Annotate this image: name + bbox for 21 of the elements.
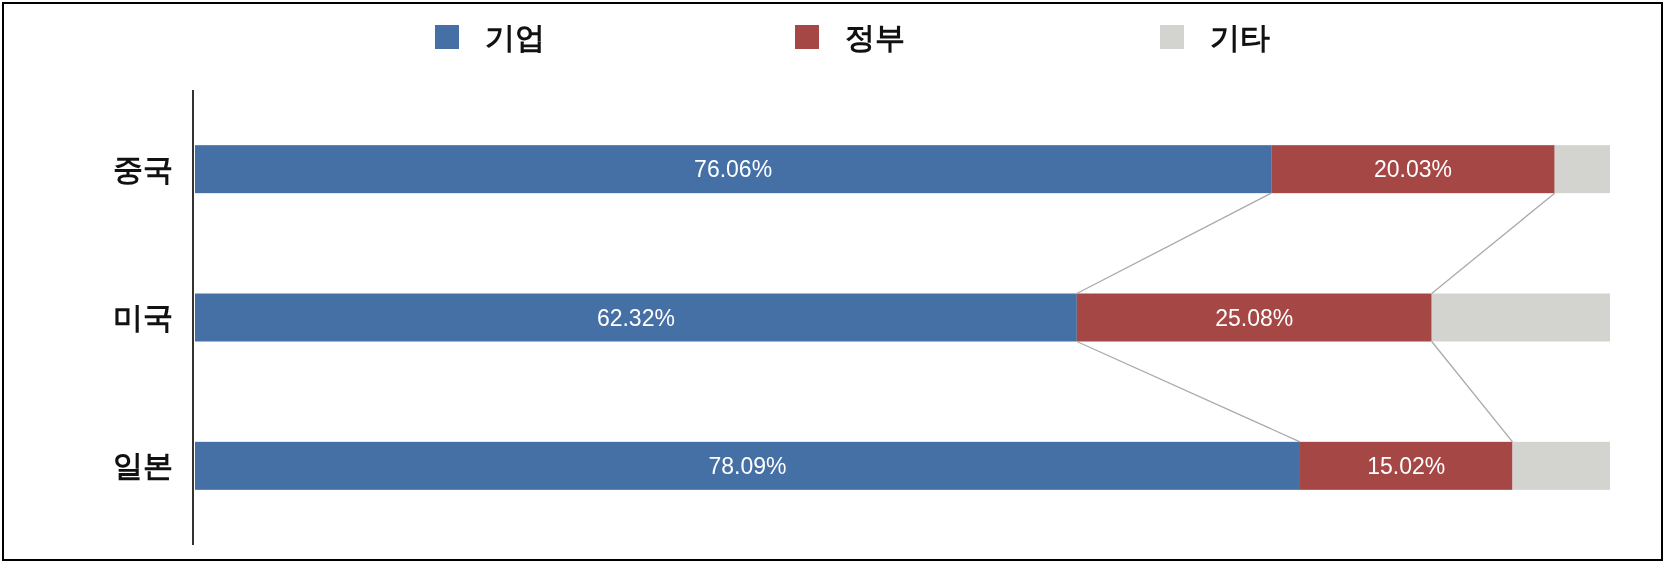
legend-label: 기타 (1210, 20, 1270, 54)
data-label: 15.02% (1367, 452, 1446, 479)
data-label: 25.08% (1215, 304, 1294, 331)
bar (1271, 145, 1555, 194)
legend-label: 정부 (845, 20, 905, 54)
y-tick-label: 일본 (113, 449, 173, 483)
data-label: 78.09% (708, 452, 787, 479)
legend-label: 기업 (485, 20, 545, 54)
bar (1512, 441, 1610, 490)
y-tick-label: 중국 (113, 152, 173, 186)
y-tick-label: 미국 (113, 301, 173, 334)
bar (1431, 293, 1610, 342)
bar (195, 441, 1300, 490)
bar (1076, 293, 1432, 342)
data-label: 76.06% (694, 156, 773, 183)
bar (195, 145, 1272, 194)
bar (1299, 441, 1513, 490)
data-label: 62.32% (596, 304, 675, 331)
bar (195, 293, 1077, 342)
bar (1554, 145, 1610, 194)
data-label: 20.03% (1373, 156, 1452, 183)
